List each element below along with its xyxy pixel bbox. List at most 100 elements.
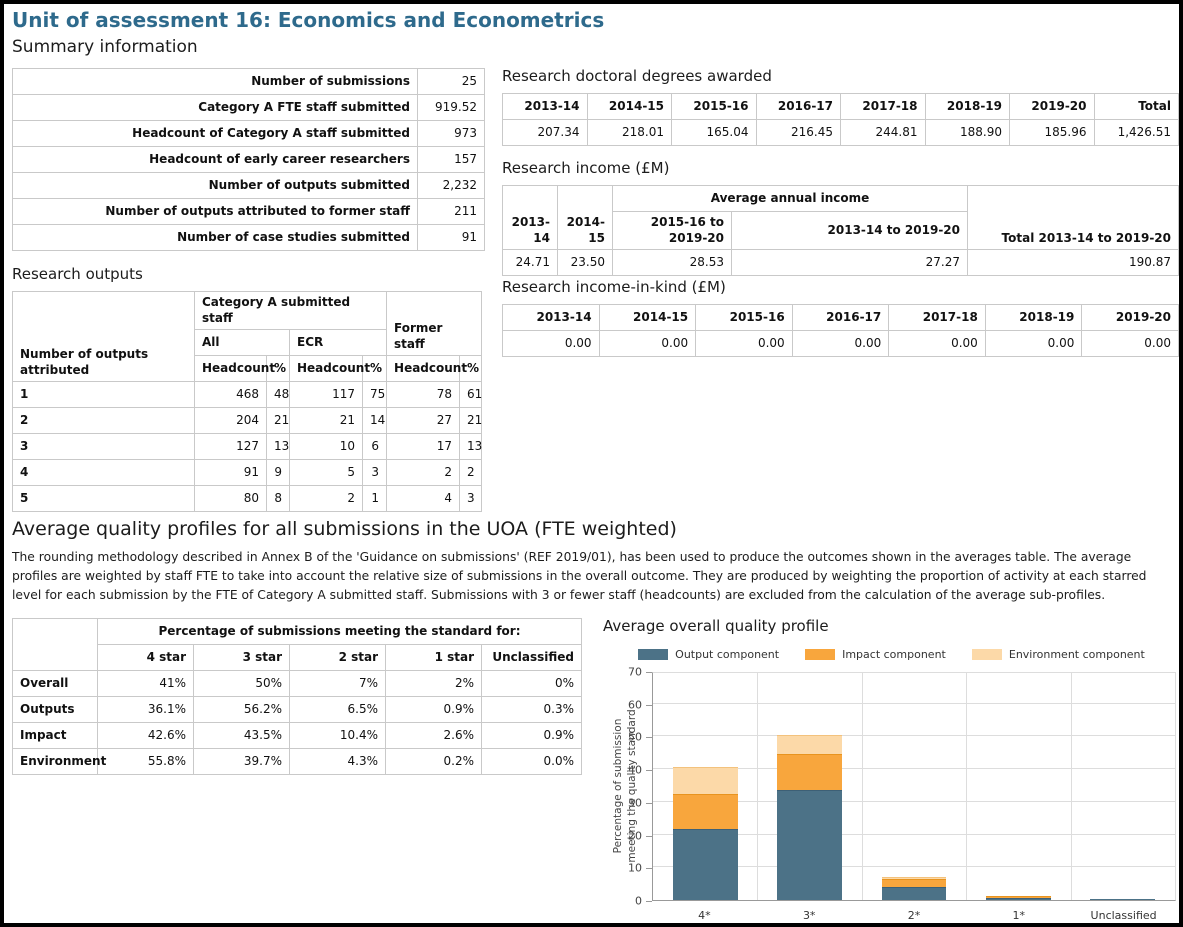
- col-header: 2016-17: [755, 93, 841, 120]
- table-row: Outputs 36.1% 56.2% 6.5% 0.9% 0.3%: [12, 696, 582, 723]
- y-tick-label: 0: [635, 894, 642, 908]
- cell-value: 165.04: [671, 119, 757, 146]
- table-row: Overall 41% 50% 7% 2% 0%: [12, 670, 582, 697]
- col-group-header: All: [194, 329, 290, 357]
- table-row: Headcount of early career researchers 157: [12, 146, 485, 173]
- y-tick-mark: [646, 868, 652, 870]
- chart-title: Average overall quality profile: [603, 617, 829, 635]
- cell-value: 5: [289, 459, 363, 487]
- legend-item: Impact component: [805, 648, 946, 661]
- table-row: Number of outputs attributed to former s…: [12, 198, 485, 225]
- col-header: 2013-14: [502, 304, 600, 331]
- bar-slot: [1071, 673, 1175, 900]
- cell-value: 13: [266, 433, 290, 461]
- cell-value: 41%: [97, 670, 194, 697]
- col-group-header: Percentage of submissions meeting the st…: [97, 618, 582, 645]
- summary-label: Number of case studies submitted: [12, 224, 418, 251]
- gridline: [966, 673, 968, 900]
- stacked-bar: [986, 896, 1051, 900]
- col-header: 2017-18: [888, 304, 986, 331]
- cell-value: 7%: [289, 670, 386, 697]
- col-header: 2015-16: [671, 93, 757, 120]
- cell-value: 218.01: [586, 119, 672, 146]
- cell-value: 185.96: [1009, 119, 1095, 146]
- table-row: 2013-14 2014-15 2015-16 2016-17 2017-18 2018-…: [502, 304, 1179, 331]
- cell-value: 80: [194, 485, 267, 513]
- bar-slot: [757, 673, 861, 900]
- cell-value: 78: [386, 381, 461, 409]
- cell-value: 23.50: [557, 249, 613, 277]
- y-tick-label: 60: [628, 698, 642, 712]
- income-in-kind-heading: Research income-in-kind (£M): [502, 278, 726, 296]
- income-in-kind-table: 2013-14 2014-15 2015-16 2016-17 2017-18 2018-…: [502, 304, 1179, 357]
- cell-value: 2: [459, 459, 482, 487]
- cell-value: 4: [386, 485, 461, 513]
- table-row: Category A FTE staff submitted 919.52: [12, 94, 485, 121]
- summary-label: Number of outputs submitted: [12, 172, 418, 199]
- impact-segment: [777, 754, 842, 790]
- cell-value: 0.00: [1081, 330, 1179, 357]
- environment-segment: [881, 876, 947, 879]
- cell-value: 13: [459, 433, 482, 461]
- research-income-table: 2013-14 2014-15 Average annual income To…: [502, 184, 1179, 277]
- y-tick-mark: [646, 802, 652, 804]
- y-tick-label: 10: [628, 861, 642, 875]
- legend-label: Impact component: [842, 648, 946, 661]
- doctoral-degrees-table: 2013-14 2014-15 2015-16 2016-17 2017-18 2018-…: [502, 93, 1179, 146]
- cell-value: 21: [289, 407, 363, 435]
- table-row: 5 80 8 2 1 4 3: [12, 485, 482, 513]
- summary-value: 157: [417, 146, 485, 173]
- legend-item: Output component: [638, 648, 779, 661]
- cell-value: 24.71: [502, 249, 558, 277]
- cell-value: 27: [386, 407, 461, 435]
- col-group-header: Average annual income: [611, 185, 969, 212]
- impact-segment: [672, 794, 738, 830]
- col-header: %: [361, 355, 388, 383]
- output-segment: [986, 898, 1051, 900]
- y-tick-mark: [646, 835, 652, 837]
- x-tick-label: 1*: [1012, 909, 1026, 922]
- table-row: 1 468 48 117 75 78 61: [12, 381, 482, 409]
- environment-segment: [777, 734, 842, 755]
- stacked-bar: [672, 766, 738, 900]
- col-header: Unclassified: [481, 644, 582, 671]
- cell-value: 21: [266, 407, 290, 435]
- col-header: 2019-20: [1009, 93, 1095, 120]
- cell-value: 0.00: [502, 330, 600, 357]
- empty-corner-cell: [12, 618, 98, 671]
- doctoral-degrees-heading: Research doctoral degrees awarded: [502, 67, 772, 85]
- quality-profiles-heading: Average quality profiles for all submiss…: [12, 518, 677, 540]
- table-row: Number of case studies submitted 91: [12, 224, 485, 251]
- row-group-header: Number of outputs attributed: [12, 290, 195, 383]
- col-header: 2018-19: [924, 93, 1010, 120]
- research-income-heading: Research income (£M): [502, 159, 670, 177]
- summary-label: Headcount of Category A staff submitted: [12, 120, 418, 147]
- cell-value: 0.3%: [481, 696, 582, 723]
- cell-value: 3: [361, 459, 388, 487]
- summary-value: 91: [417, 224, 485, 251]
- cell-value: 21: [459, 407, 482, 435]
- cell-value: 0.00: [598, 330, 697, 357]
- y-tick-mark: [646, 737, 652, 739]
- cell-value: 2.6%: [385, 722, 482, 749]
- col-header: 1 star: [385, 644, 482, 671]
- col-header: 2015-16 to 2019-20: [612, 210, 732, 251]
- bar-slot: [862, 673, 966, 900]
- cell-value: 55.8%: [97, 748, 194, 775]
- cell-value: 244.81: [840, 119, 926, 146]
- stacked-bar: [1090, 898, 1156, 900]
- table-row: Number of outputs submitted 2,232: [12, 172, 485, 199]
- cell-value: 0.00: [695, 330, 793, 357]
- cell-value: 61: [459, 381, 482, 409]
- stacked-bar: [777, 734, 842, 900]
- summary-label: Category A FTE staff submitted: [12, 94, 418, 121]
- col-header: 2013-14 to 2019-20: [730, 210, 969, 251]
- table-row: 24.71 23.50 28.53 27.27 190.87: [502, 249, 1179, 277]
- quality-profile-chart: Average overall quality profile Output c…: [602, 615, 1179, 923]
- col-header: 2016-17: [791, 304, 890, 331]
- cell-value: 36.1%: [97, 696, 194, 723]
- cell-value: 204: [194, 407, 267, 435]
- x-tick-label: Unclassified: [1090, 909, 1157, 922]
- table-row: 2 204 21 21 14 27 21: [12, 407, 482, 435]
